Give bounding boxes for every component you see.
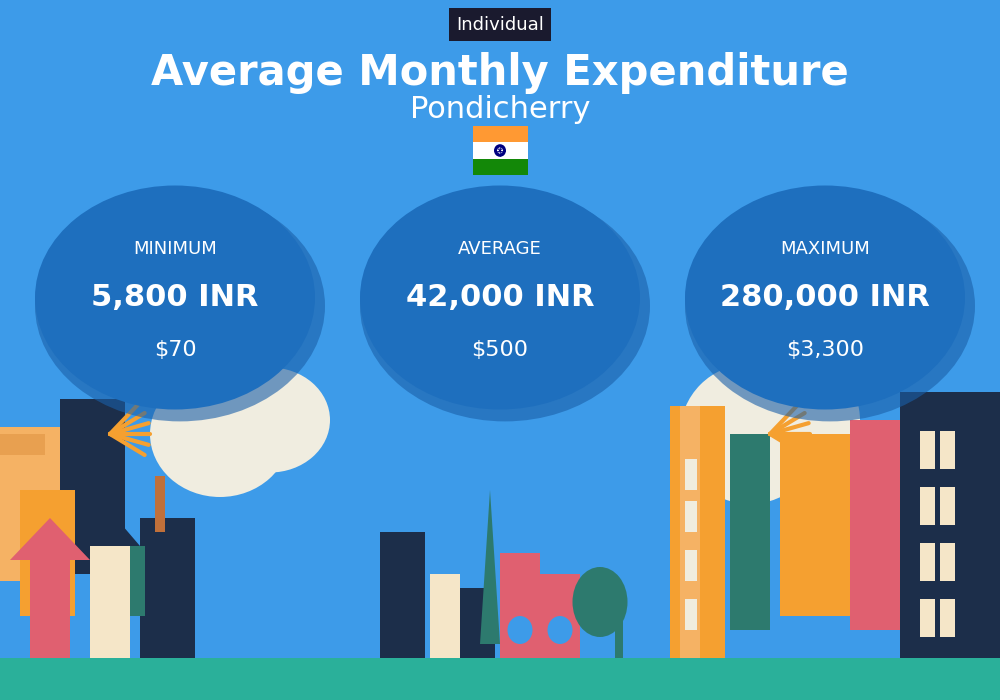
FancyBboxPatch shape [500,553,540,658]
FancyBboxPatch shape [615,602,623,658]
Text: 5,800 INR: 5,800 INR [91,283,259,312]
FancyBboxPatch shape [155,476,165,532]
FancyBboxPatch shape [0,658,1000,700]
FancyBboxPatch shape [430,574,460,658]
FancyBboxPatch shape [850,420,900,630]
Ellipse shape [360,190,650,421]
Ellipse shape [760,364,860,476]
Text: Average Monthly Expenditure: Average Monthly Expenditure [151,52,849,94]
FancyBboxPatch shape [473,126,528,142]
FancyBboxPatch shape [920,542,935,581]
Ellipse shape [210,368,330,472]
FancyBboxPatch shape [90,546,130,658]
FancyBboxPatch shape [685,458,697,490]
FancyBboxPatch shape [540,574,580,658]
FancyBboxPatch shape [460,588,495,658]
Ellipse shape [360,186,640,410]
FancyBboxPatch shape [60,399,125,574]
FancyBboxPatch shape [920,486,935,525]
FancyBboxPatch shape [0,434,45,455]
FancyBboxPatch shape [940,486,955,525]
FancyBboxPatch shape [940,598,955,637]
Polygon shape [10,518,90,560]
Ellipse shape [548,616,572,644]
Text: 280,000 INR: 280,000 INR [720,283,930,312]
FancyBboxPatch shape [940,542,955,581]
FancyBboxPatch shape [380,532,425,658]
Ellipse shape [685,186,965,410]
Ellipse shape [685,190,975,421]
Polygon shape [80,511,140,546]
Text: $500: $500 [472,340,528,360]
FancyBboxPatch shape [900,392,1000,658]
FancyBboxPatch shape [685,598,697,630]
Ellipse shape [494,144,506,157]
Text: 42,000 INR: 42,000 INR [406,283,594,312]
FancyBboxPatch shape [920,598,935,637]
Ellipse shape [35,190,325,421]
FancyBboxPatch shape [920,430,935,469]
Text: $70: $70 [154,340,196,360]
FancyBboxPatch shape [670,406,725,658]
Ellipse shape [35,186,315,410]
FancyBboxPatch shape [685,500,697,532]
Ellipse shape [572,567,628,637]
Text: MAXIMUM: MAXIMUM [780,239,870,258]
Ellipse shape [508,616,532,644]
FancyBboxPatch shape [30,560,70,658]
Text: Individual: Individual [456,15,544,34]
FancyBboxPatch shape [130,546,145,616]
FancyBboxPatch shape [473,142,528,159]
Ellipse shape [497,147,503,153]
FancyBboxPatch shape [730,434,770,630]
FancyBboxPatch shape [140,518,195,658]
Text: AVERAGE: AVERAGE [458,239,542,258]
FancyBboxPatch shape [780,434,850,616]
FancyBboxPatch shape [680,406,700,658]
Text: $3,300: $3,300 [786,340,864,360]
Text: Pondicherry: Pondicherry [410,95,590,125]
Text: MINIMUM: MINIMUM [133,239,217,258]
FancyBboxPatch shape [20,490,75,616]
FancyBboxPatch shape [940,430,955,469]
Ellipse shape [680,364,820,504]
Ellipse shape [150,371,290,497]
FancyBboxPatch shape [473,159,528,175]
FancyBboxPatch shape [0,427,60,581]
Polygon shape [480,490,500,644]
FancyBboxPatch shape [685,550,697,581]
